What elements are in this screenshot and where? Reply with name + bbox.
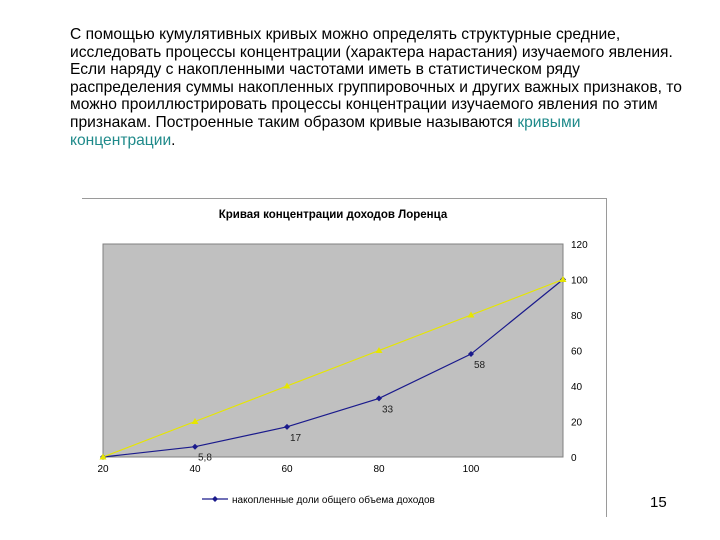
x-tick-label: 60 [281,464,293,475]
series-point-1 [99,453,107,460]
series-point-1 [191,418,199,424]
series-line-1 [102,278,564,458]
series-point-1 [283,382,291,389]
intro-highlight: кривыми концентрации [70,113,581,149]
page-number: 15 [650,494,667,511]
y-tick-label: 60 [571,347,583,358]
legend-marker [212,496,218,502]
series-point-0 [284,423,290,430]
intro-end: . [171,131,176,149]
plot-area [102,243,564,458]
x-tick-label: 100 [463,464,480,475]
series-point-1 [375,347,383,353]
legend-label: накопленные доли общего объема доходов [232,494,435,506]
y-tick-label: 40 [571,382,583,393]
chart-title: Кривая концентрации доходов Лоренца [219,209,448,221]
series-point-0 [192,443,198,450]
y-tick-label: 80 [571,311,583,322]
y-tick-label: 20 [571,418,583,429]
lorenz-chart: Кривая концентрации доходов Лоренца 0 20 40… [97,209,588,506]
series-point-0 [376,395,382,402]
series-point-1 [559,276,567,282]
data-label: 5,8 [198,453,212,464]
x-tick-label: 20 [97,464,109,475]
intro-text: С помощью кумулятивных кривых можно опре… [70,26,682,131]
series-point-0 [468,351,474,358]
y-tick-label: 120 [571,240,588,251]
series-line-0 [102,279,564,458]
y-tick-label: 0 [571,453,577,464]
chart-frame [82,198,607,517]
series-point-1 [467,311,475,318]
y-tick-label: 100 [571,276,588,287]
data-label: 58 [474,360,486,371]
data-label: 17 [290,433,302,444]
data-label: 33 [382,404,394,415]
x-tick-label: 40 [189,464,201,475]
intro-paragraph: С помощью кумулятивных кривых можно опре… [70,26,690,149]
x-tick-label: 80 [373,464,385,475]
